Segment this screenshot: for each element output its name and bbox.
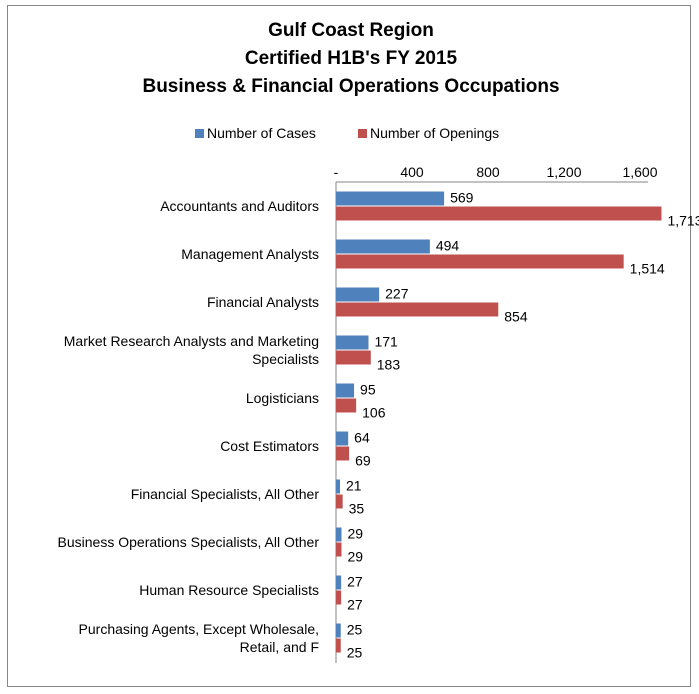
legend-swatch — [358, 129, 367, 138]
category-label: Retail, and F — [240, 639, 319, 655]
data-label: 854 — [504, 309, 528, 325]
category-label: Human Resource Specialists — [139, 582, 319, 598]
data-label: 29 — [348, 526, 364, 542]
bar-openings — [336, 398, 357, 413]
bar-cases — [336, 527, 342, 542]
data-label: 106 — [362, 405, 386, 421]
legend-swatch — [195, 129, 204, 138]
data-label: 171 — [374, 334, 398, 350]
category-label: Business Operations Specialists, All Oth… — [58, 534, 320, 550]
category-label: Purchasing Agents, Except Wholesale, — [79, 621, 319, 637]
category-label: Cost Estimators — [220, 438, 319, 454]
bar-openings — [336, 254, 624, 269]
category-label: Specialists — [252, 351, 319, 367]
data-label: 69 — [355, 453, 371, 469]
category-label: Financial Analysts — [207, 294, 319, 310]
data-label: 569 — [450, 190, 474, 206]
data-label: 29 — [348, 549, 364, 565]
data-label: 183 — [377, 357, 401, 373]
bar-openings — [336, 638, 341, 653]
chart-title-line: Business & Financial Operations Occupati… — [142, 76, 559, 97]
x-tick-label: 400 — [400, 164, 424, 180]
category-label: Financial Specialists, All Other — [131, 486, 320, 502]
data-label: 1,713 — [667, 213, 699, 229]
data-label: 25 — [347, 622, 363, 638]
bar-openings — [336, 590, 342, 605]
category-label: Management Analysts — [181, 246, 319, 262]
bar-cases — [336, 335, 369, 350]
data-label: 27 — [347, 597, 363, 613]
data-label: 95 — [360, 382, 376, 398]
chart-title-line: Certified H1B's FY 2015 — [245, 48, 458, 69]
bar-openings — [336, 446, 350, 461]
data-label: 64 — [354, 430, 370, 446]
legend-label: Number of Cases — [207, 125, 316, 141]
category-label: Market Research Analysts and Marketing — [64, 333, 319, 349]
bar-openings — [336, 350, 371, 365]
category-label: Logisticians — [246, 390, 319, 406]
data-label: 494 — [436, 238, 460, 254]
x-tick-label: 1,600 — [622, 164, 657, 180]
data-label: 25 — [347, 645, 363, 661]
bar-cases — [336, 479, 340, 494]
bar-cases — [336, 191, 445, 206]
bar-cases — [336, 287, 380, 302]
bar-cases — [336, 239, 430, 254]
bar-openings — [336, 494, 343, 509]
bar-openings — [336, 206, 662, 221]
chart-title-line: Gulf Coast Region — [268, 20, 434, 41]
x-tick-label: - — [334, 164, 339, 180]
data-label: 1,514 — [630, 261, 665, 277]
bar-cases — [336, 383, 355, 398]
bar-openings — [336, 542, 342, 557]
data-label: 227 — [385, 286, 409, 302]
data-label: 35 — [349, 501, 365, 517]
data-label: 27 — [347, 574, 363, 590]
bar-openings — [336, 302, 499, 317]
x-tick-label: 1,200 — [546, 164, 581, 180]
bar-cases — [336, 575, 342, 590]
bar-cases — [336, 623, 341, 638]
legend-label: Number of Openings — [370, 125, 499, 141]
x-tick-label: 800 — [476, 164, 500, 180]
data-label: 21 — [346, 478, 362, 494]
bar-cases — [336, 431, 349, 446]
category-label: Accountants and Auditors — [160, 198, 319, 214]
